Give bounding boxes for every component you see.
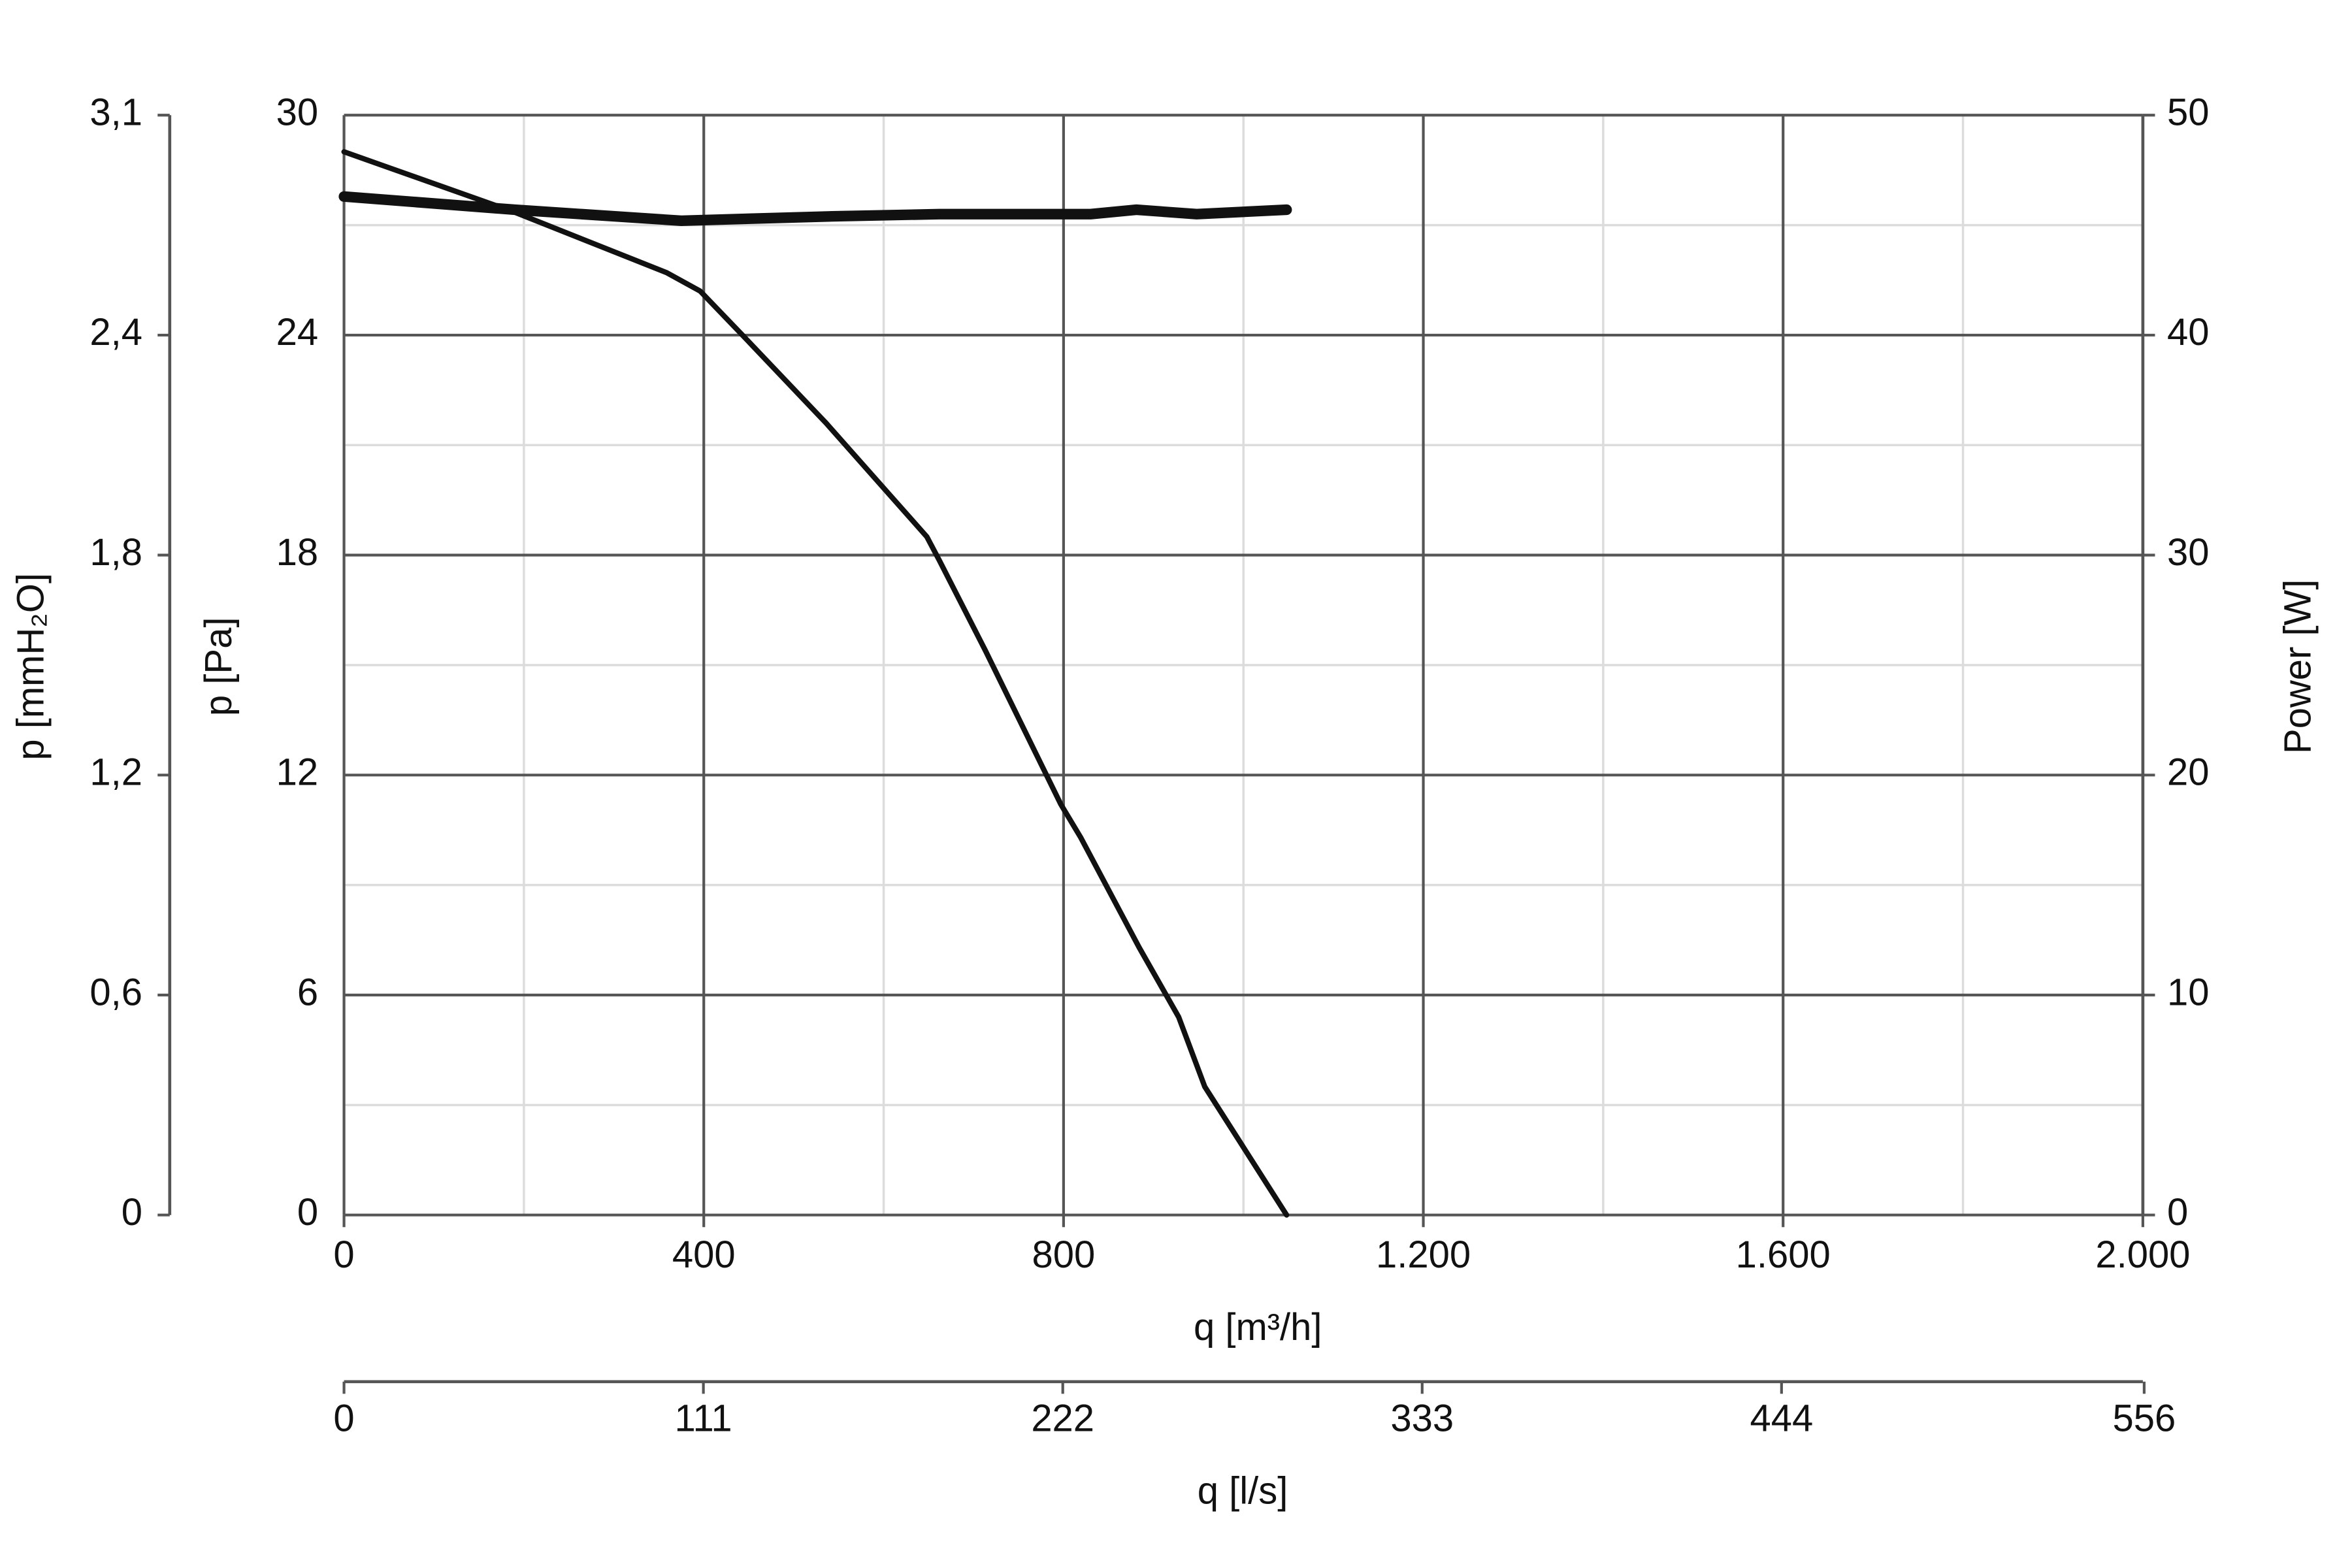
x-tick-label: 0 bbox=[333, 1234, 354, 1276]
x2-tick-label: 333 bbox=[1390, 1397, 1454, 1439]
y3-tick-label: 0 bbox=[122, 1192, 142, 1233]
x2-tick-label: 222 bbox=[1031, 1397, 1094, 1439]
y-tick-label: 30 bbox=[276, 92, 318, 134]
x2-tick-label: 556 bbox=[2113, 1397, 2176, 1439]
x2-tick-label: 0 bbox=[333, 1397, 354, 1439]
y3-tick-label: 2,4 bbox=[90, 312, 142, 353]
y3-tick-label: 0,6 bbox=[90, 972, 142, 1013]
y-tick-label: 18 bbox=[276, 532, 318, 574]
x-tick-label: 1.600 bbox=[1736, 1234, 1831, 1276]
x-tick-label: 400 bbox=[672, 1234, 736, 1276]
y2-axis-title: Power [W] bbox=[2277, 580, 2319, 754]
y2-tick-label: 0 bbox=[2167, 1192, 2188, 1233]
series-line bbox=[341, 149, 1290, 1218]
x2-tick-label: 111 bbox=[675, 1397, 732, 1439]
y2-tick-label: 10 bbox=[2167, 972, 2209, 1013]
y3-axis-title: p [mmH₂O] bbox=[10, 573, 52, 760]
y3-tick-label: 1,2 bbox=[90, 752, 142, 794]
y-tick-label: 12 bbox=[276, 752, 318, 794]
x-tick-label: 1.200 bbox=[1376, 1234, 1471, 1276]
x-tick-label: 800 bbox=[1032, 1234, 1096, 1276]
x-tick-label: 2.000 bbox=[2095, 1234, 2190, 1276]
y-tick-label: 24 bbox=[276, 312, 318, 353]
y2-tick-label: 50 bbox=[2167, 92, 2209, 134]
series-line bbox=[338, 191, 1292, 226]
y-tick-label: 6 bbox=[297, 972, 318, 1013]
y2-tick-label: 40 bbox=[2167, 312, 2209, 353]
y-tick-label: 0 bbox=[297, 1192, 318, 1233]
x2-axis-title: q [l/s] bbox=[1198, 1471, 1288, 1512]
y3-tick-label: 1,8 bbox=[90, 532, 142, 574]
y2-tick-label: 20 bbox=[2167, 752, 2209, 794]
y-axis-title: p [Pa] bbox=[198, 617, 240, 716]
x-axis-title: q [m³/h] bbox=[1194, 1307, 1322, 1348]
y2-tick-label: 30 bbox=[2167, 532, 2209, 574]
x2-tick-label: 444 bbox=[1750, 1397, 1813, 1439]
y3-tick-label: 3,1 bbox=[90, 92, 142, 134]
